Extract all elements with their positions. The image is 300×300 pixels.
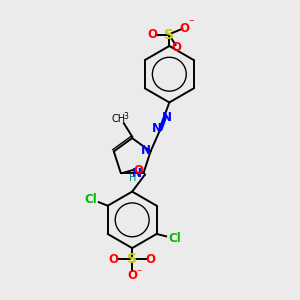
Text: O: O xyxy=(172,41,182,54)
Text: N: N xyxy=(162,111,172,124)
Text: O: O xyxy=(127,268,137,282)
Text: N: N xyxy=(152,122,162,135)
Text: CH: CH xyxy=(111,114,126,124)
Text: S: S xyxy=(164,28,174,42)
Text: ⁻: ⁻ xyxy=(136,268,141,278)
Text: O: O xyxy=(109,253,119,266)
Text: 3: 3 xyxy=(124,112,129,121)
Text: Cl: Cl xyxy=(84,193,97,206)
Text: ⁻: ⁻ xyxy=(189,18,194,28)
Text: Cl: Cl xyxy=(168,232,181,245)
Text: N: N xyxy=(132,167,142,180)
Text: H: H xyxy=(128,172,136,182)
Text: O: O xyxy=(180,22,190,35)
Text: O: O xyxy=(147,28,158,41)
Text: N: N xyxy=(141,144,151,157)
Text: O: O xyxy=(146,253,156,266)
Text: O: O xyxy=(133,164,143,177)
Text: S: S xyxy=(127,252,137,266)
